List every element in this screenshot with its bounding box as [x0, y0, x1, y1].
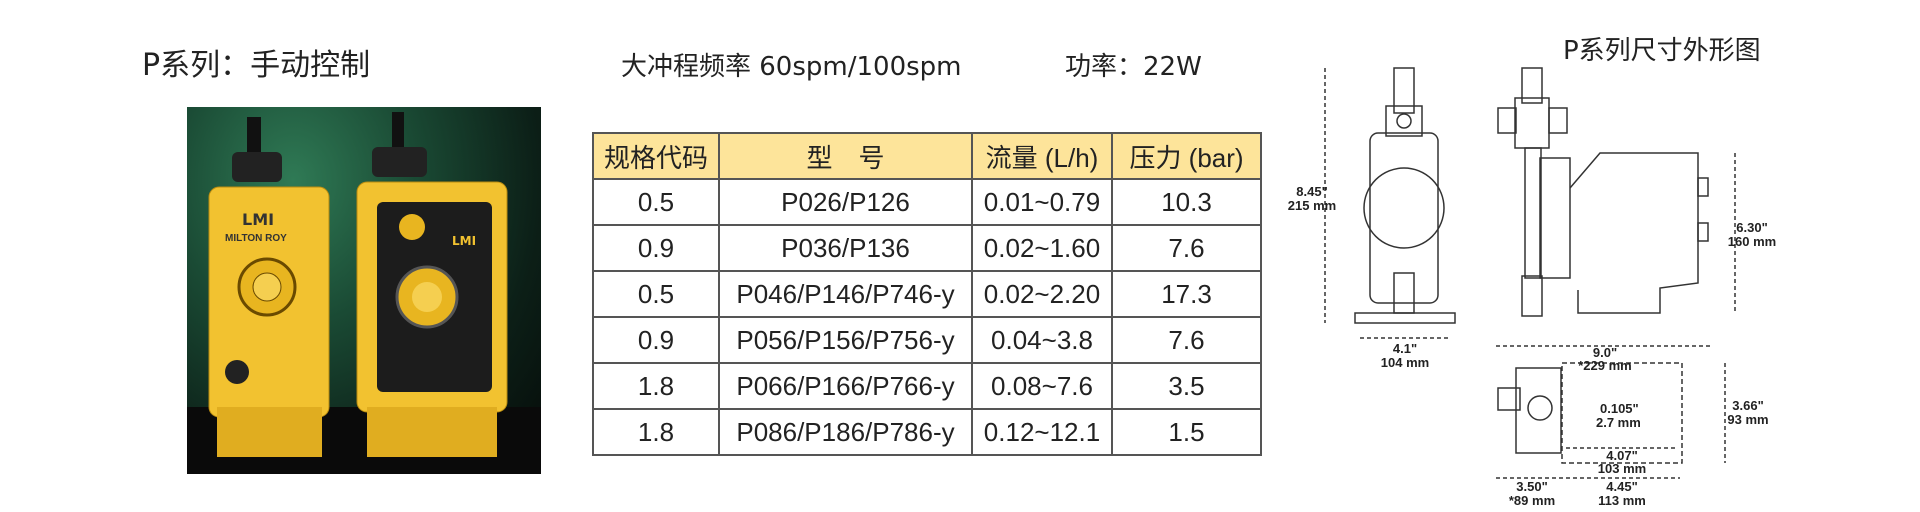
table-row: 0.5 P026/P126 0.01~0.79 10.3 — [592, 178, 1262, 226]
front-view — [1324, 67, 1456, 339]
cell-model: P086/P186/P786-y — [718, 408, 973, 456]
side-view — [1496, 67, 1736, 347]
cell-spec-code: 0.5 — [592, 178, 720, 226]
cell-spec-code: 0.9 — [592, 224, 720, 272]
cell-flow: 0.02~1.60 — [971, 224, 1113, 272]
dim-holes-in: 4.07" — [1606, 448, 1637, 463]
dim-hole-mm: 2.7 mm — [1596, 415, 1641, 430]
col-model: 型 号 — [718, 132, 973, 180]
table-row: 0.5 P046/P146/P746-y 0.02~2.20 17.3 — [592, 270, 1262, 318]
col-flow: 流量 (L/h) — [971, 132, 1113, 180]
cell-spec-code: 0.5 — [592, 270, 720, 318]
cell-model: P066/P166/P766-y — [718, 362, 973, 410]
cell-pressure: 1.5 — [1111, 408, 1262, 456]
cell-pressure: 7.6 — [1111, 224, 1262, 272]
cell-flow: 0.04~3.8 — [971, 316, 1113, 364]
cell-pressure: 3.5 — [1111, 362, 1262, 410]
pump-photo-illustration: LMI MILTON ROY LMI — [187, 112, 541, 474]
dim-length-in: 9.0" — [1593, 345, 1617, 360]
cell-flow: 0.08~7.6 — [971, 362, 1113, 410]
table-row: 1.8 P086/P186/P786-y 0.12~12.1 1.5 — [592, 408, 1262, 456]
col-spec-code: 规格代码 — [592, 132, 720, 180]
cell-spec-code: 0.9 — [592, 316, 720, 364]
dim-base-mm: 113 mm — [1598, 493, 1646, 508]
dim-body-height-mm: 160 mm — [1728, 234, 1776, 249]
spec-table: 规格代码 型 号 流量 (L/h) 压力 (bar) 0.5 P026/P126 0… — [592, 132, 1262, 456]
dim-depth-mm: 93 mm — [1727, 412, 1768, 427]
cell-pressure: 17.3 — [1111, 270, 1262, 318]
cell-pressure: 10.3 — [1111, 178, 1262, 226]
dim-holes-mm: 103 mm — [1598, 461, 1646, 476]
logo-text-2: LMI — [452, 234, 476, 248]
table-row: 0.9 P056/P156/P756-y 0.04~3.8 7.6 — [592, 316, 1262, 364]
dim-body-height-in: 6.30" — [1736, 220, 1767, 235]
dim-hole-in: 0.105" — [1600, 401, 1639, 416]
cell-model: P026/P126 — [718, 178, 973, 226]
product-photo: LMI MILTON ROY LMI — [187, 107, 541, 474]
dimension-diagram: 8.45" 215 mm 4.1" 104 mm 9.0" *229 mm 6.… — [1288, 67, 1776, 508]
cell-spec-code: 1.8 — [592, 408, 720, 456]
page-title: P系列：手动控制 — [142, 48, 371, 83]
col-pressure: 压力 (bar) — [1111, 132, 1262, 180]
dim-width-mm: 104 mm — [1381, 355, 1429, 370]
dim-height-in: 8.45" — [1296, 184, 1327, 199]
dim-head-mm: *89 mm — [1509, 493, 1555, 508]
diagram-title: P系列尺寸外形图 — [1563, 36, 1761, 66]
bottom-view — [1496, 362, 1726, 479]
dim-length-mm: *229 mm — [1578, 358, 1631, 373]
dim-height-mm: 215 mm — [1288, 198, 1336, 213]
dim-depth-in: 3.66" — [1732, 398, 1763, 413]
cell-flow: 0.12~12.1 — [971, 408, 1113, 456]
power-rating: 功率：22W — [1065, 52, 1202, 82]
cell-model: P056/P156/P756-y — [718, 316, 973, 364]
cell-flow: 0.02~2.20 — [971, 270, 1113, 318]
cell-model: P036/P136 — [718, 224, 973, 272]
stroke-frequency: 大冲程频率 60spm/100spm — [621, 52, 962, 82]
cell-flow: 0.01~0.79 — [971, 178, 1113, 226]
dim-base-in: 4.45" — [1606, 479, 1637, 494]
table-row: 1.8 P066/P166/P766-y 0.08~7.6 3.5 — [592, 362, 1262, 410]
cell-model: P046/P146/P746-y — [718, 270, 973, 318]
dim-head-in: 3.50" — [1516, 479, 1547, 494]
dim-width-in: 4.1" — [1393, 341, 1417, 356]
table-row: 0.9 P036/P136 0.02~1.60 7.6 — [592, 224, 1262, 272]
cell-pressure: 7.6 — [1111, 316, 1262, 364]
cell-spec-code: 1.8 — [592, 362, 720, 410]
brand-text: MILTON ROY — [225, 233, 287, 244]
logo-text: LMI — [242, 210, 274, 229]
table-header-row: 规格代码 型 号 流量 (L/h) 压力 (bar) — [592, 132, 1262, 180]
